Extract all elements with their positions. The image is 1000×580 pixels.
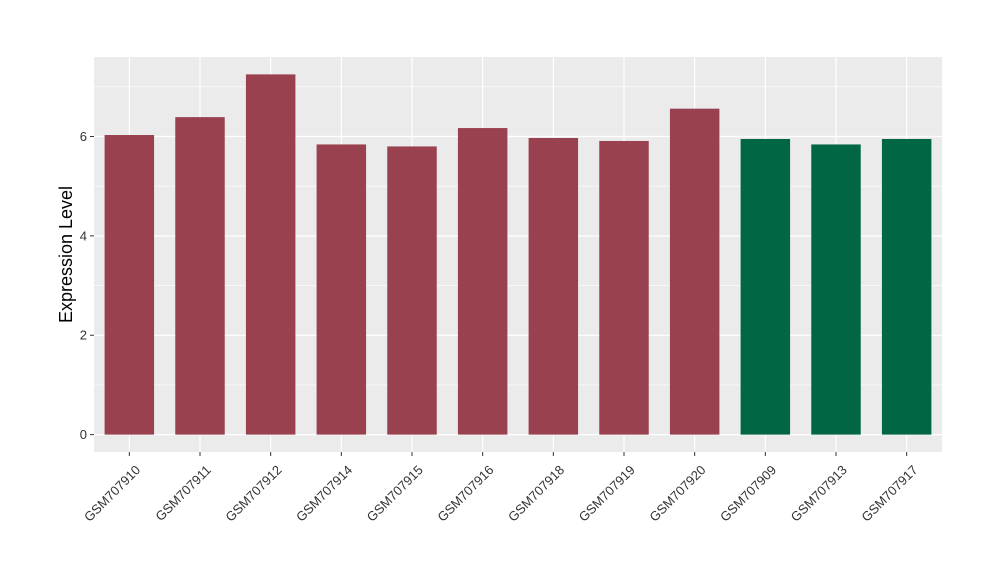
bar-GSM707909	[740, 138, 791, 435]
x-tick-label: GSM707917	[858, 462, 920, 524]
bars	[104, 74, 932, 435]
y-tick-label: 0	[80, 427, 87, 442]
x-tick-label: GSM707910	[81, 462, 143, 524]
bar-GSM707913	[811, 144, 861, 435]
bar-GSM707916	[457, 128, 508, 435]
bar-GSM707920	[669, 108, 720, 435]
bar-GSM707915	[387, 146, 437, 435]
x-tick-label: GSM707919	[576, 462, 638, 524]
x-tick-label: GSM707915	[364, 462, 426, 524]
bar-GSM707912	[245, 74, 296, 435]
bar-GSM707911	[175, 117, 225, 435]
y-axis-title: Expression Level	[56, 186, 76, 323]
plot-panel	[94, 57, 942, 452]
x-tick-label: GSM707913	[788, 462, 850, 524]
bar-GSM707919	[599, 140, 649, 435]
y-tick-label: 2	[80, 328, 87, 343]
bar-GSM707914	[316, 144, 367, 435]
x-tick-label: GSM707914	[293, 462, 355, 524]
x-tick-label: GSM707909	[717, 462, 779, 524]
x-tick-label: GSM707918	[505, 462, 567, 524]
bar-GSM707918	[528, 137, 579, 435]
bar-GSM707917	[881, 138, 932, 435]
x-tick-label: GSM707912	[222, 462, 284, 524]
bar-GSM707910	[104, 135, 155, 435]
y-tick-label: 4	[80, 228, 87, 243]
x-tick-label: GSM707916	[434, 462, 496, 524]
y-tick-label: 6	[80, 129, 87, 144]
x-tick-label: GSM707920	[646, 462, 708, 524]
x-tick-label: GSM707911	[152, 462, 214, 524]
